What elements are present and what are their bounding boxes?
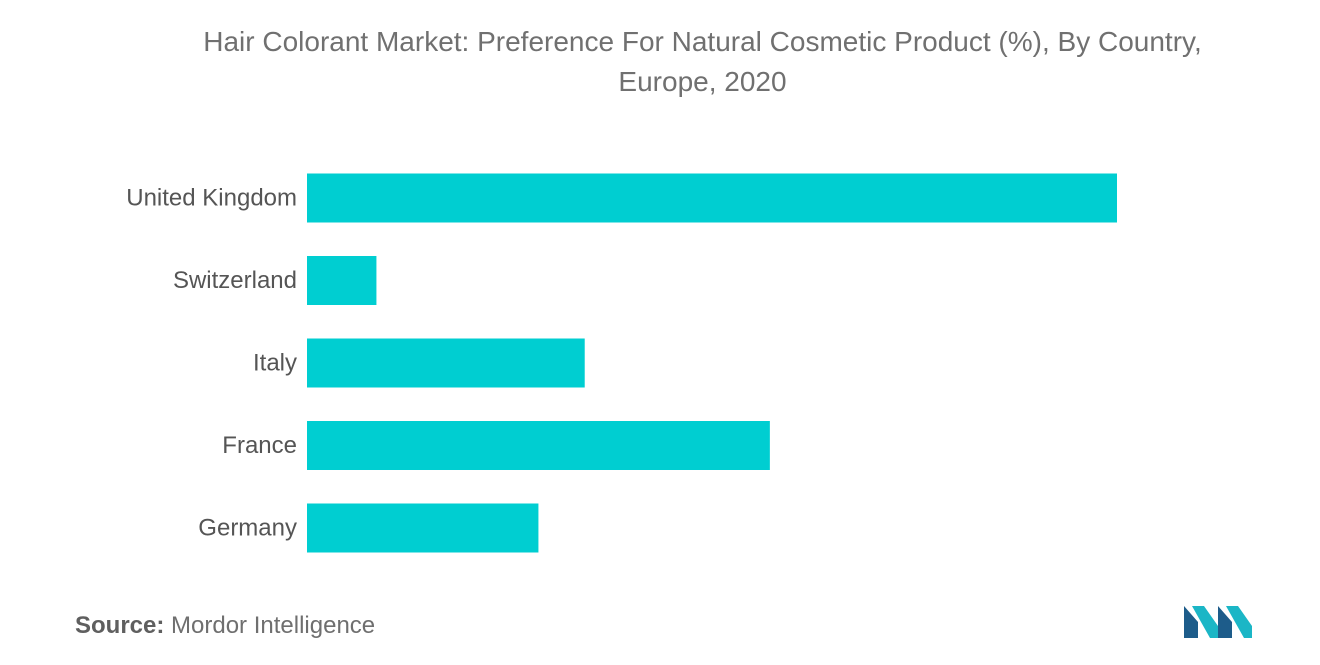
chart-title: Hair Colorant Market: Preference For Nat…	[100, 22, 1305, 102]
chart-title-line-1: Hair Colorant Market: Preference For Nat…	[203, 26, 1202, 57]
chart-title-line-2: Europe, 2020	[618, 66, 787, 97]
bar-italy	[307, 338, 585, 388]
mordor-intelligence-logo-icon	[1184, 606, 1252, 638]
category-label-germany: Germany	[198, 515, 297, 542]
category-label-switzerland: Switzerland	[173, 267, 297, 294]
category-label-united-kingdom: United Kingdom	[126, 185, 297, 212]
category-label-italy: Italy	[253, 350, 297, 377]
source-value: Mordor Intelligence	[171, 612, 376, 639]
source-line: Source: Mordor Intelligence	[75, 612, 375, 640]
bar-united-kingdom	[307, 173, 1117, 223]
bar-france	[307, 421, 770, 470]
category-label-france: France	[222, 432, 297, 459]
bar-germany	[307, 503, 539, 553]
bar-switzerland	[307, 256, 377, 305]
source-label: Source:	[75, 612, 165, 639]
